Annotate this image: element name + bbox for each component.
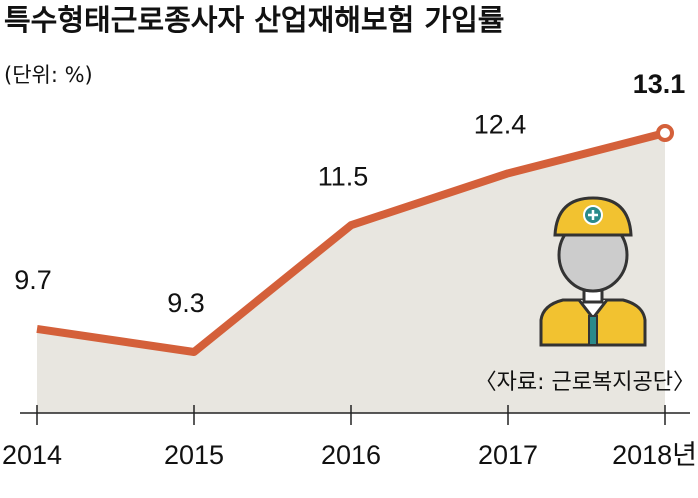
value-label: 9.3 [167, 288, 205, 318]
worker-icon [539, 196, 647, 347]
area [37, 133, 665, 413]
source-note: 〈자료: 근로복지공단〉 [475, 370, 695, 395]
line [36, 129, 666, 356]
value-label: 9.7 [14, 265, 52, 295]
value-label: 13.1 [633, 69, 686, 99]
plot-area: 9.7 2014 9.3 2015 11.5 2016 12.4 2017 13.1 2018년 [2, 69, 697, 470]
x-tick-label: 2018년 [612, 440, 697, 470]
unit-label: (단위: %) [4, 63, 93, 87]
chart-title: 특수형태근로종사자 산업재해보험 가입률 [4, 3, 504, 37]
x-tick-label: 2017 [478, 440, 538, 470]
x-tick-label: 2014 [2, 440, 62, 470]
x-tick-label: 2016 [321, 440, 381, 470]
value-label: 11.5 [318, 161, 369, 191]
value-label: 12.4 [474, 109, 527, 139]
end-marker [656, 124, 674, 142]
x-tick-label: 2015 [164, 440, 224, 470]
